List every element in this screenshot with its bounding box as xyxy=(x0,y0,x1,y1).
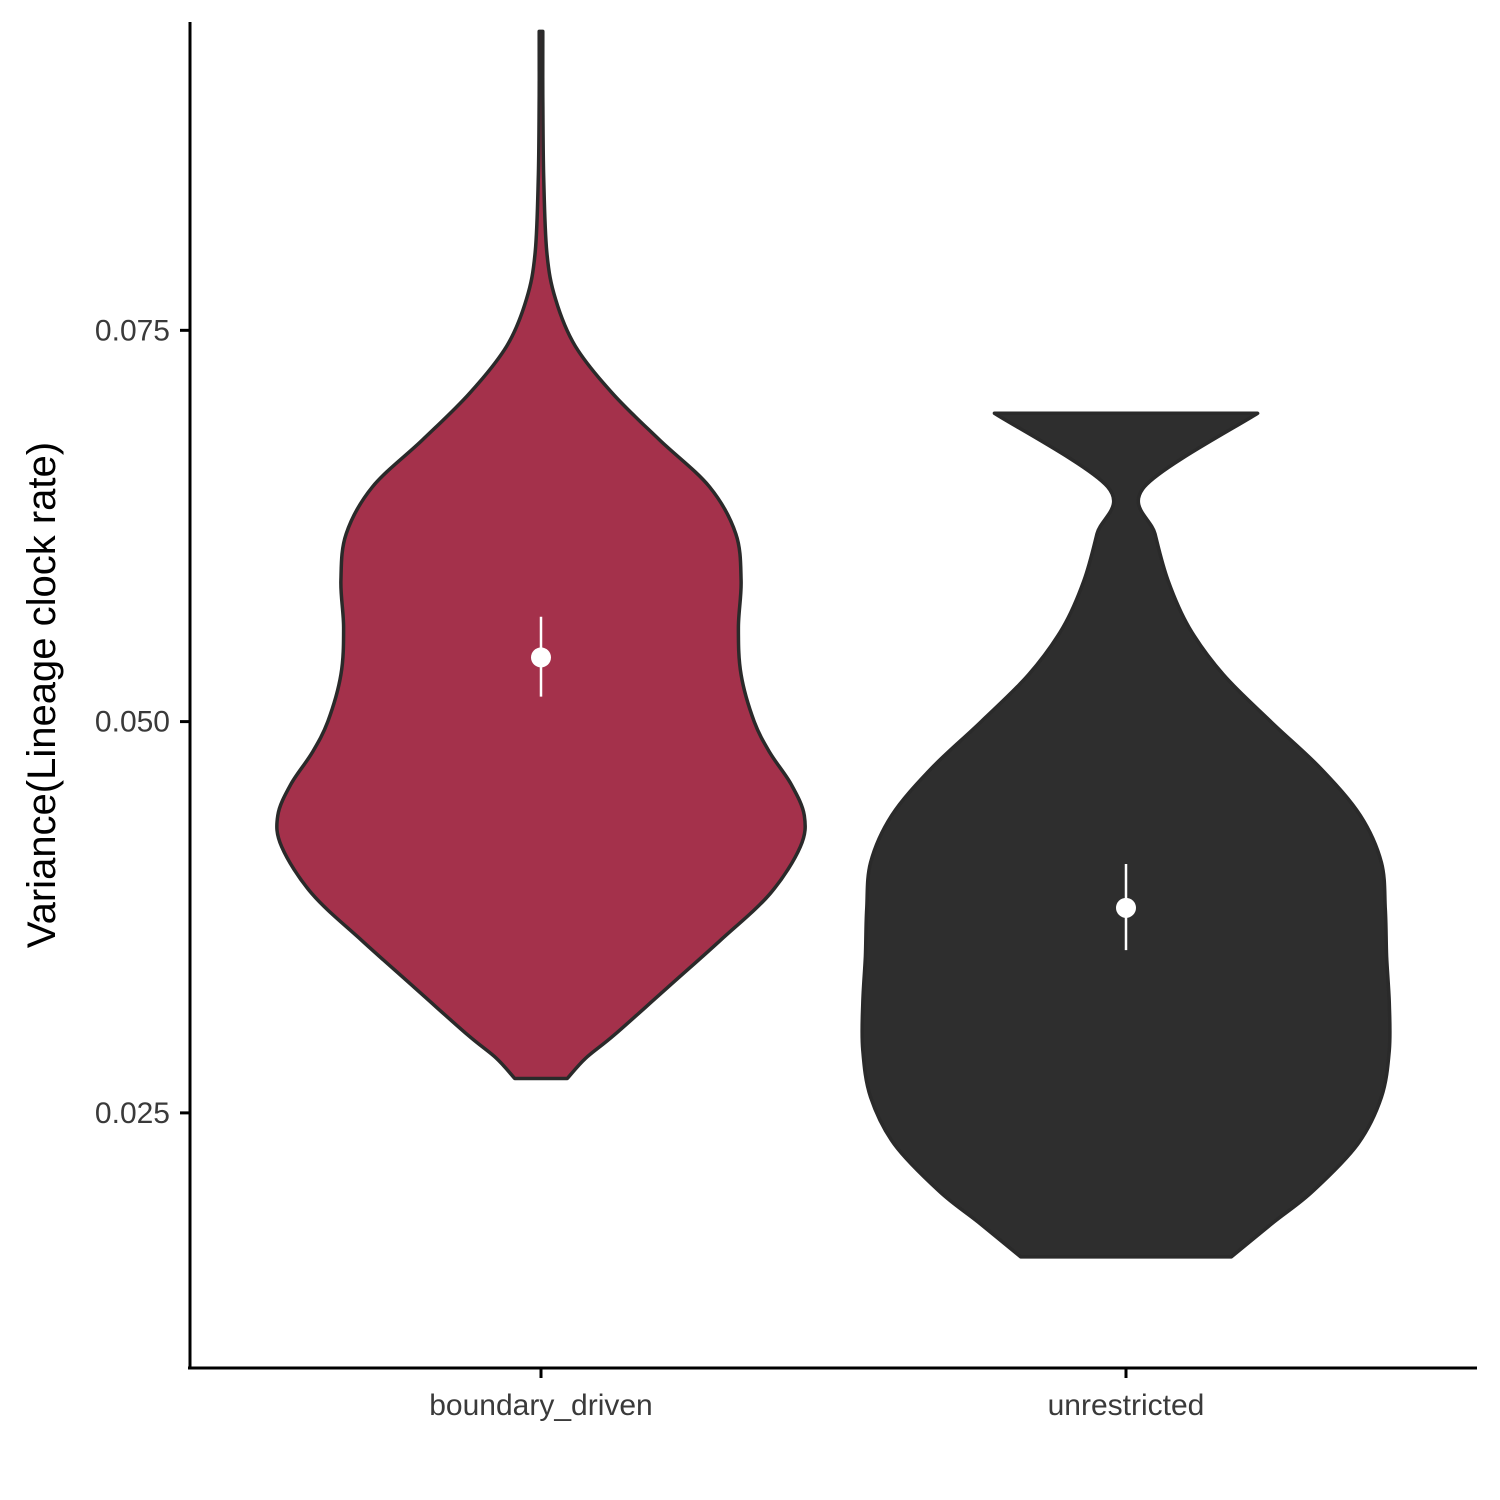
violin-unrestricted xyxy=(860,411,1392,1259)
summary-markers xyxy=(531,616,1136,951)
y-tick-label: 0.025 xyxy=(95,1097,170,1130)
violin-boundary-driven xyxy=(275,29,807,1081)
y-tick-label: 0.075 xyxy=(95,314,170,347)
y-ticks: 0.025 0.050 0.075 xyxy=(95,314,190,1130)
x-ticks: boundary_driven unrestricted xyxy=(429,1368,1204,1422)
violins xyxy=(275,29,1392,1259)
x-tick-label: boundary_driven xyxy=(429,1389,653,1422)
mean-point-unrestricted xyxy=(1116,897,1136,918)
y-tick-label: 0.050 xyxy=(95,706,170,739)
x-tick-label: unrestricted xyxy=(1048,1389,1205,1422)
mean-point-boundary-driven xyxy=(531,647,551,668)
y-axis-title: Variance(Lineage clock rate) xyxy=(20,442,64,948)
axes: 0.025 0.050 0.075 boundary_driven unrestric… xyxy=(95,22,1477,1422)
